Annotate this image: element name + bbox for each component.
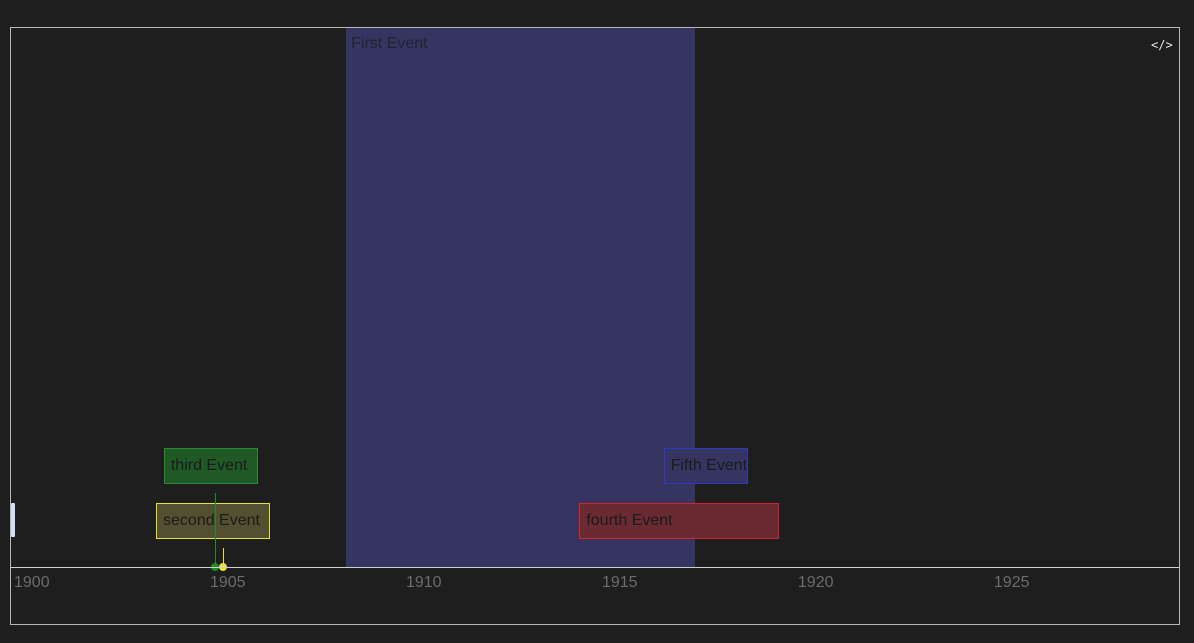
axis-tick-label: 1905 [209,574,246,591]
scroll-handle[interactable] [11,503,15,537]
timeline-axis [11,567,1179,568]
axis-tick-label: 1900 [14,574,50,591]
event-box-fourth[interactable]: fourth Event [579,503,780,539]
event-box-fifth[interactable]: Fifth Event [663,448,748,484]
event-label: First Event [351,35,428,52]
axis-tick-label: 1910 [405,574,442,591]
axis-tick-label: 1925 [993,574,1030,591]
event-box-third[interactable]: third Event [163,448,258,484]
event-stem-second [222,548,224,567]
code-icon[interactable]: </> [1151,38,1173,52]
axis-tick-label: 1915 [601,574,638,591]
timeline-frame[interactable]: </> First Event second Event third Event fo… [10,27,1180,625]
axis-tick-label: 1920 [797,574,834,591]
event-span-first[interactable]: First Event [346,28,695,567]
event-stem-third [214,493,216,567]
event-box-second[interactable]: second Event [156,503,270,539]
